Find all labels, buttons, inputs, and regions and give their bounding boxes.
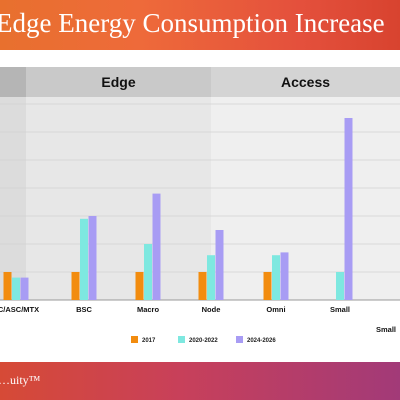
- bar-2024-2026-sc-asc-mtx: [20, 277, 29, 300]
- bar-2024-2026-small: [344, 118, 353, 300]
- extra-label: Small: [376, 325, 396, 334]
- group-label-access: Access: [281, 74, 330, 90]
- legend-swatch-2017: [131, 336, 138, 343]
- bar-2017-sc-asc-mtx: [3, 272, 12, 300]
- footer-banner: …uity™: [0, 362, 400, 400]
- bar-2020-2022-node: [207, 255, 215, 300]
- group-band-edge: [26, 97, 211, 300]
- bar-2017-bsc: [71, 272, 80, 300]
- title-banner: Edge Energy Consumption Increase: [0, 0, 400, 50]
- energy-chart: Edge Access SC/ASC/MTX BSC Macro Node Omni Smal…: [0, 67, 400, 344]
- legend-swatch-2020-2022: [178, 336, 185, 343]
- legend-label-2017: 2017: [142, 338, 156, 344]
- legend-label-2024-2026: 2024-2026: [247, 338, 276, 344]
- category-label: Node: [202, 305, 221, 314]
- bar-2020-2022-sc-asc-mtx: [12, 277, 20, 300]
- group-header-access: [211, 67, 400, 97]
- bar-2024-2026-omni: [280, 252, 289, 300]
- bar-2020-2022-bsc: [80, 218, 88, 300]
- bar-2024-2026-bsc: [88, 216, 97, 300]
- chart-panel: Edge Access SC/ASC/MTX BSC Macro Node Omni Smal…: [0, 50, 400, 362]
- bar-2017-node: [198, 272, 207, 300]
- bar-2020-2022-macro: [144, 244, 152, 300]
- bar-2020-2022-omni: [272, 255, 280, 300]
- bar-2017-macro: [135, 272, 144, 300]
- group-header-edge: [26, 67, 211, 97]
- group-band-access: [211, 97, 400, 300]
- category-label: Small: [330, 305, 350, 314]
- group-header-core: [0, 67, 26, 97]
- bar-2017-omni: [263, 272, 272, 300]
- legend-swatch-2024-2026: [236, 336, 243, 343]
- bar-2020-2022-small: [336, 272, 344, 300]
- brand-logo: …uity™: [0, 373, 41, 387]
- category-label: SC/ASC/MTX: [0, 305, 39, 314]
- page-title: Edge Energy Consumption Increase: [0, 8, 385, 38]
- bar-2024-2026-macro: [152, 193, 161, 300]
- category-label: BSC: [76, 305, 92, 314]
- legend-label-2020-2022: 2020-2022: [189, 338, 218, 344]
- category-label: Macro: [137, 305, 160, 314]
- group-band-core: [0, 97, 26, 300]
- group-label-edge: Edge: [101, 74, 135, 90]
- category-label: Omni: [266, 305, 285, 314]
- bar-2024-2026-node: [215, 230, 224, 300]
